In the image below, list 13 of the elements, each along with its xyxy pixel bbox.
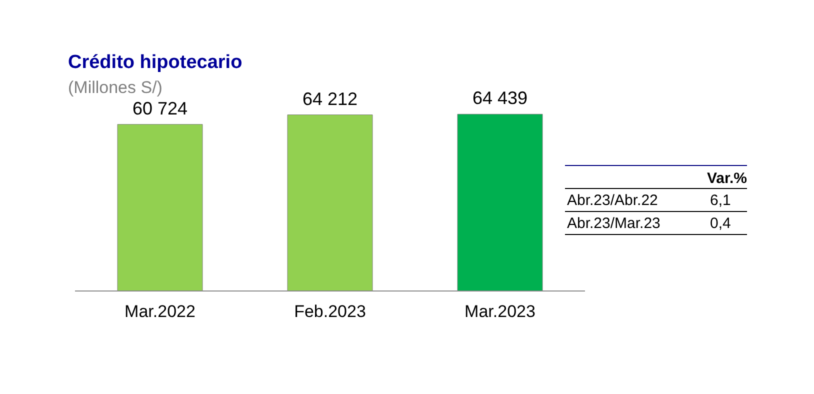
text: 6,1 bbox=[709, 191, 732, 211]
chart-subtitle: (Millones S/) bbox=[68, 78, 162, 98]
data-label: 64 439 bbox=[472, 88, 528, 108]
data-label: 60 724 bbox=[132, 98, 188, 118]
x-tick-label: Feb.2023 bbox=[294, 302, 366, 322]
annotation: Abr.23/Mar.23 bbox=[566, 214, 662, 234]
text: Var.% bbox=[706, 169, 747, 188]
text: 0,4 bbox=[709, 214, 732, 234]
chart-title: Crédito hipotecario bbox=[68, 52, 242, 74]
x-tick-label: Mar.2023 bbox=[464, 302, 536, 322]
data-label: 64 212 bbox=[302, 88, 358, 109]
x-tick-label: Mar.2022 bbox=[124, 302, 196, 322]
annotation: Abr.23/Abr.22 bbox=[566, 191, 659, 211]
